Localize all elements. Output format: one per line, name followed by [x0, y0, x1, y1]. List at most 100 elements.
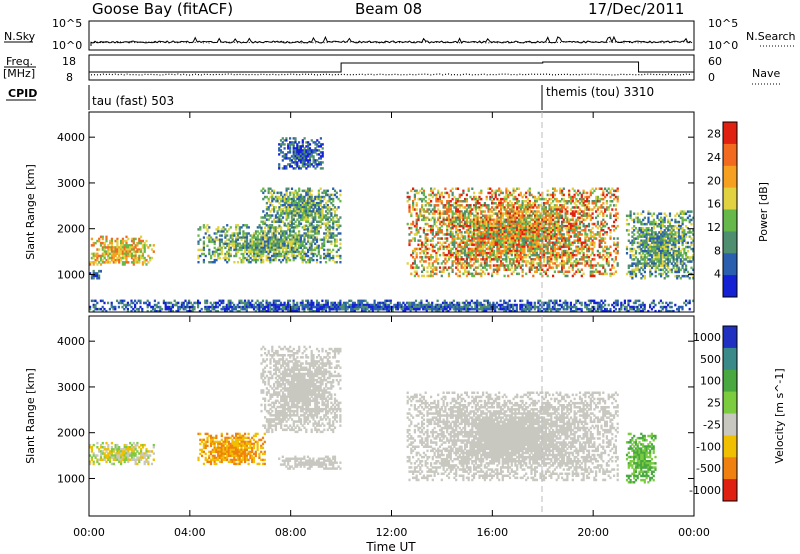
echo-cell	[483, 241, 486, 244]
echo-cell	[548, 243, 551, 247]
echo-cell	[651, 235, 654, 238]
echo-cell	[503, 222, 506, 226]
echo-cell	[508, 249, 512, 253]
echo-cell	[559, 237, 562, 240]
echo-cell	[431, 233, 434, 236]
echo-cell	[521, 268, 524, 271]
echo-cell	[211, 238, 214, 241]
echo-cell	[586, 235, 589, 238]
echo-cell	[92, 274, 95, 278]
echo-cell	[412, 222, 415, 226]
echo-cell	[526, 189, 530, 193]
echo-cell	[516, 237, 519, 240]
echo-cell	[575, 239, 578, 242]
echo-cell	[431, 191, 434, 195]
echo-cell	[552, 241, 555, 244]
echo-cell	[140, 256, 143, 260]
echo-cell	[596, 226, 599, 230]
echo-cell	[335, 191, 338, 195]
echo-cell	[589, 229, 592, 232]
echo-cell	[568, 195, 571, 199]
echo-cell	[440, 224, 443, 228]
echo-cell	[242, 244, 245, 247]
echo-cell	[307, 238, 310, 241]
echo-cell	[224, 228, 227, 231]
echo-cell	[254, 242, 258, 245]
echo-cell	[476, 237, 479, 240]
echo-cell	[419, 247, 422, 251]
echo-cell	[517, 253, 521, 257]
echo-cell	[553, 237, 556, 240]
echo-cell	[301, 145, 304, 148]
echo-cell	[438, 200, 442, 203]
echo-cell	[125, 250, 128, 253]
echo-cell	[326, 226, 329, 230]
echo-cell	[294, 199, 297, 203]
echo-cell	[279, 143, 283, 146]
echo-cell	[508, 229, 512, 232]
echo-cell	[314, 141, 317, 144]
echo-cell	[435, 210, 438, 213]
echo-cell	[577, 247, 580, 251]
echo-cell	[467, 233, 470, 236]
echo-cell	[589, 270, 592, 273]
echo-cell	[307, 214, 310, 217]
echo-cell	[582, 218, 585, 222]
echo-cell	[658, 222, 661, 226]
echo-cell	[319, 261, 322, 264]
echo-cell	[539, 260, 542, 263]
echo-cell	[528, 243, 531, 247]
echo-cell	[593, 270, 596, 273]
echo-cell	[281, 167, 284, 170]
echo-cell	[130, 244, 134, 247]
echo-cell	[573, 233, 576, 236]
echo-cell	[292, 240, 295, 243]
echo-cell	[446, 206, 449, 209]
echo-cell	[645, 256, 648, 259]
echo-cell	[447, 266, 451, 269]
echo-cell	[593, 189, 596, 193]
echo-cell	[272, 238, 275, 241]
echo-cell	[503, 253, 506, 257]
echo-cell	[516, 226, 519, 230]
echo-cell	[645, 229, 648, 232]
echo-cell	[544, 231, 547, 234]
echo-cell	[298, 238, 301, 241]
echo-cell	[462, 241, 465, 244]
echo-cell	[444, 187, 447, 190]
echo-cell	[328, 258, 331, 262]
echo-cell	[132, 248, 135, 251]
echo-cell	[519, 233, 522, 236]
echo-cell	[116, 258, 119, 262]
echo-cell	[422, 197, 425, 201]
echo-cell	[503, 218, 506, 222]
echo-cell	[312, 210, 315, 213]
echo-cell	[231, 240, 234, 243]
echo-cell	[473, 249, 476, 253]
echo-cell	[530, 237, 533, 240]
echo-cell	[476, 216, 479, 220]
echo-cell	[482, 253, 485, 257]
echo-cell	[507, 245, 510, 249]
echo-cell	[519, 226, 522, 230]
echo-cell	[496, 270, 499, 273]
echo-cell	[526, 231, 530, 234]
echo-cell	[218, 240, 222, 243]
echo-cell	[307, 230, 310, 233]
echo-cell	[426, 233, 429, 236]
echo-cell	[319, 224, 322, 228]
echo-cell	[548, 206, 551, 209]
echo-cell	[202, 242, 205, 245]
echo-cell	[217, 228, 220, 231]
echo-cell	[478, 224, 481, 228]
echo-cell	[577, 233, 580, 236]
echo-cell	[112, 248, 115, 251]
echo-cell	[530, 204, 533, 207]
echo-cell	[114, 239, 117, 243]
echo-cell	[480, 235, 483, 238]
echo-cell	[307, 159, 310, 162]
echo-cell	[562, 253, 565, 257]
echo-cell	[660, 245, 663, 249]
echo-cell	[451, 226, 454, 230]
echo-cell	[600, 222, 603, 226]
